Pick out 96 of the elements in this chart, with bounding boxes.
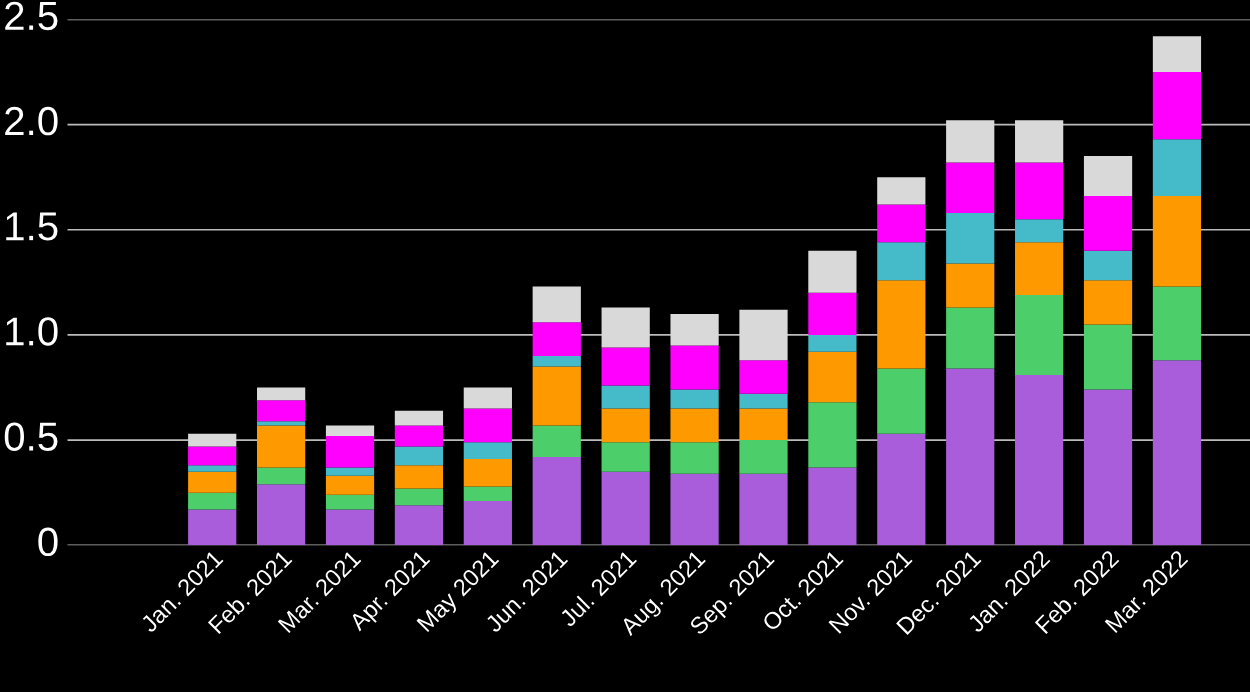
bar [532,366,581,426]
bar [1083,389,1133,546]
bar [1152,286,1202,361]
bar [946,368,995,546]
bar [463,459,512,487]
bar [739,393,788,409]
y-tick-label: 1.0 [6,317,58,346]
bar [257,425,306,468]
bar [601,408,650,443]
bar [463,387,512,409]
bar [463,408,512,443]
bar [257,421,306,426]
bar [463,486,512,502]
bar [670,345,719,390]
y-tick-label: 1.5 [6,212,58,241]
bar [325,475,375,495]
bar [394,446,444,466]
bar [532,425,581,457]
bar [601,442,650,472]
bar [739,360,788,394]
bar [877,177,926,205]
bar [1083,280,1133,325]
bar [877,280,926,369]
bar [808,351,857,403]
bar [877,433,926,546]
bar [188,433,237,447]
bar [257,387,306,401]
bar [188,446,237,466]
bar [670,408,719,443]
bar [1152,360,1202,546]
bar [739,440,788,474]
bar [670,442,719,474]
bar [1083,156,1133,197]
bar [1152,36,1202,72]
bar [808,402,857,468]
bar [394,410,444,426]
bar [601,347,650,386]
bar [1083,250,1133,281]
bar [946,263,995,308]
bar [1152,196,1202,287]
bar [188,465,237,472]
bar [463,501,512,546]
bar [1015,162,1064,220]
bar [188,471,237,493]
bar [257,467,306,485]
bar [394,465,444,489]
bar [808,467,857,546]
bar [670,473,719,546]
y-tick-label: 0 [38,527,58,557]
bar [946,307,995,369]
bar [877,242,926,281]
bar [257,400,306,422]
bar [946,162,995,213]
bar [1152,139,1202,197]
bar [325,509,375,546]
bar [532,322,581,356]
bar [325,467,375,476]
bar [188,492,237,510]
bar [670,313,719,346]
y-tick-label: 2.5 [5,1,58,31]
bar [877,368,926,434]
bar [739,408,788,441]
bar [739,473,788,546]
bar [257,484,306,546]
bar [601,385,650,409]
bar [1152,71,1202,140]
bar [808,250,857,293]
bar [601,471,650,546]
bar [463,442,512,460]
bar [1083,324,1133,390]
bar [670,389,719,409]
y-tick-label: 0.5 [4,422,58,451]
bar [946,120,995,163]
bar [188,509,237,546]
bar [808,334,857,352]
bar [1015,374,1064,546]
bar [808,292,857,335]
bar [877,204,926,243]
bar [394,488,444,506]
bar [532,456,581,546]
bar [1083,196,1133,251]
bar [394,505,444,546]
bar [1015,242,1064,295]
bar [394,425,444,447]
bar [532,286,581,323]
bar [1015,120,1064,163]
bar [325,435,375,468]
bar [946,212,995,264]
y-tick-label: 2.0 [5,106,58,136]
bar [601,307,650,348]
bar [1015,219,1064,243]
bar [325,494,375,510]
bar [325,425,375,436]
bar [532,355,581,367]
bar [1015,294,1064,375]
bar [739,309,788,361]
